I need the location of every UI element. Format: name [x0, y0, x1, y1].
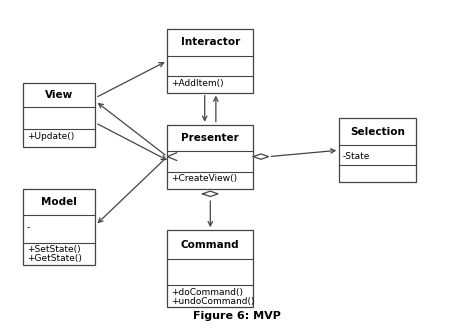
Text: +AddItem(): +AddItem()	[171, 79, 224, 88]
Text: Command: Command	[181, 240, 239, 250]
Bar	[167, 125, 253, 188]
Text: View: View	[45, 90, 73, 100]
Text: Selection: Selection	[350, 127, 405, 137]
Bar	[167, 230, 253, 307]
Polygon shape	[253, 154, 269, 159]
Text: +doCommand(): +doCommand()	[171, 288, 243, 297]
Text: Model: Model	[41, 197, 77, 207]
Text: +CreateView(): +CreateView()	[171, 174, 237, 184]
Polygon shape	[202, 191, 218, 197]
Text: +SetState(): +SetState()	[27, 245, 81, 254]
Text: +undoCommand(): +undoCommand()	[171, 297, 255, 306]
Bar	[167, 29, 253, 93]
Text: Presenter: Presenter	[182, 133, 239, 143]
Bar	[23, 83, 95, 147]
Text: -State: -State	[343, 152, 370, 161]
Text: Interactor: Interactor	[181, 37, 240, 47]
Bar	[23, 188, 95, 265]
Text: -: -	[27, 224, 30, 232]
Text: +GetState(): +GetState()	[27, 254, 82, 263]
Text: Figure 6: MVP: Figure 6: MVP	[193, 311, 281, 321]
Bar	[339, 118, 416, 182]
Text: +Update(): +Update()	[27, 132, 74, 141]
